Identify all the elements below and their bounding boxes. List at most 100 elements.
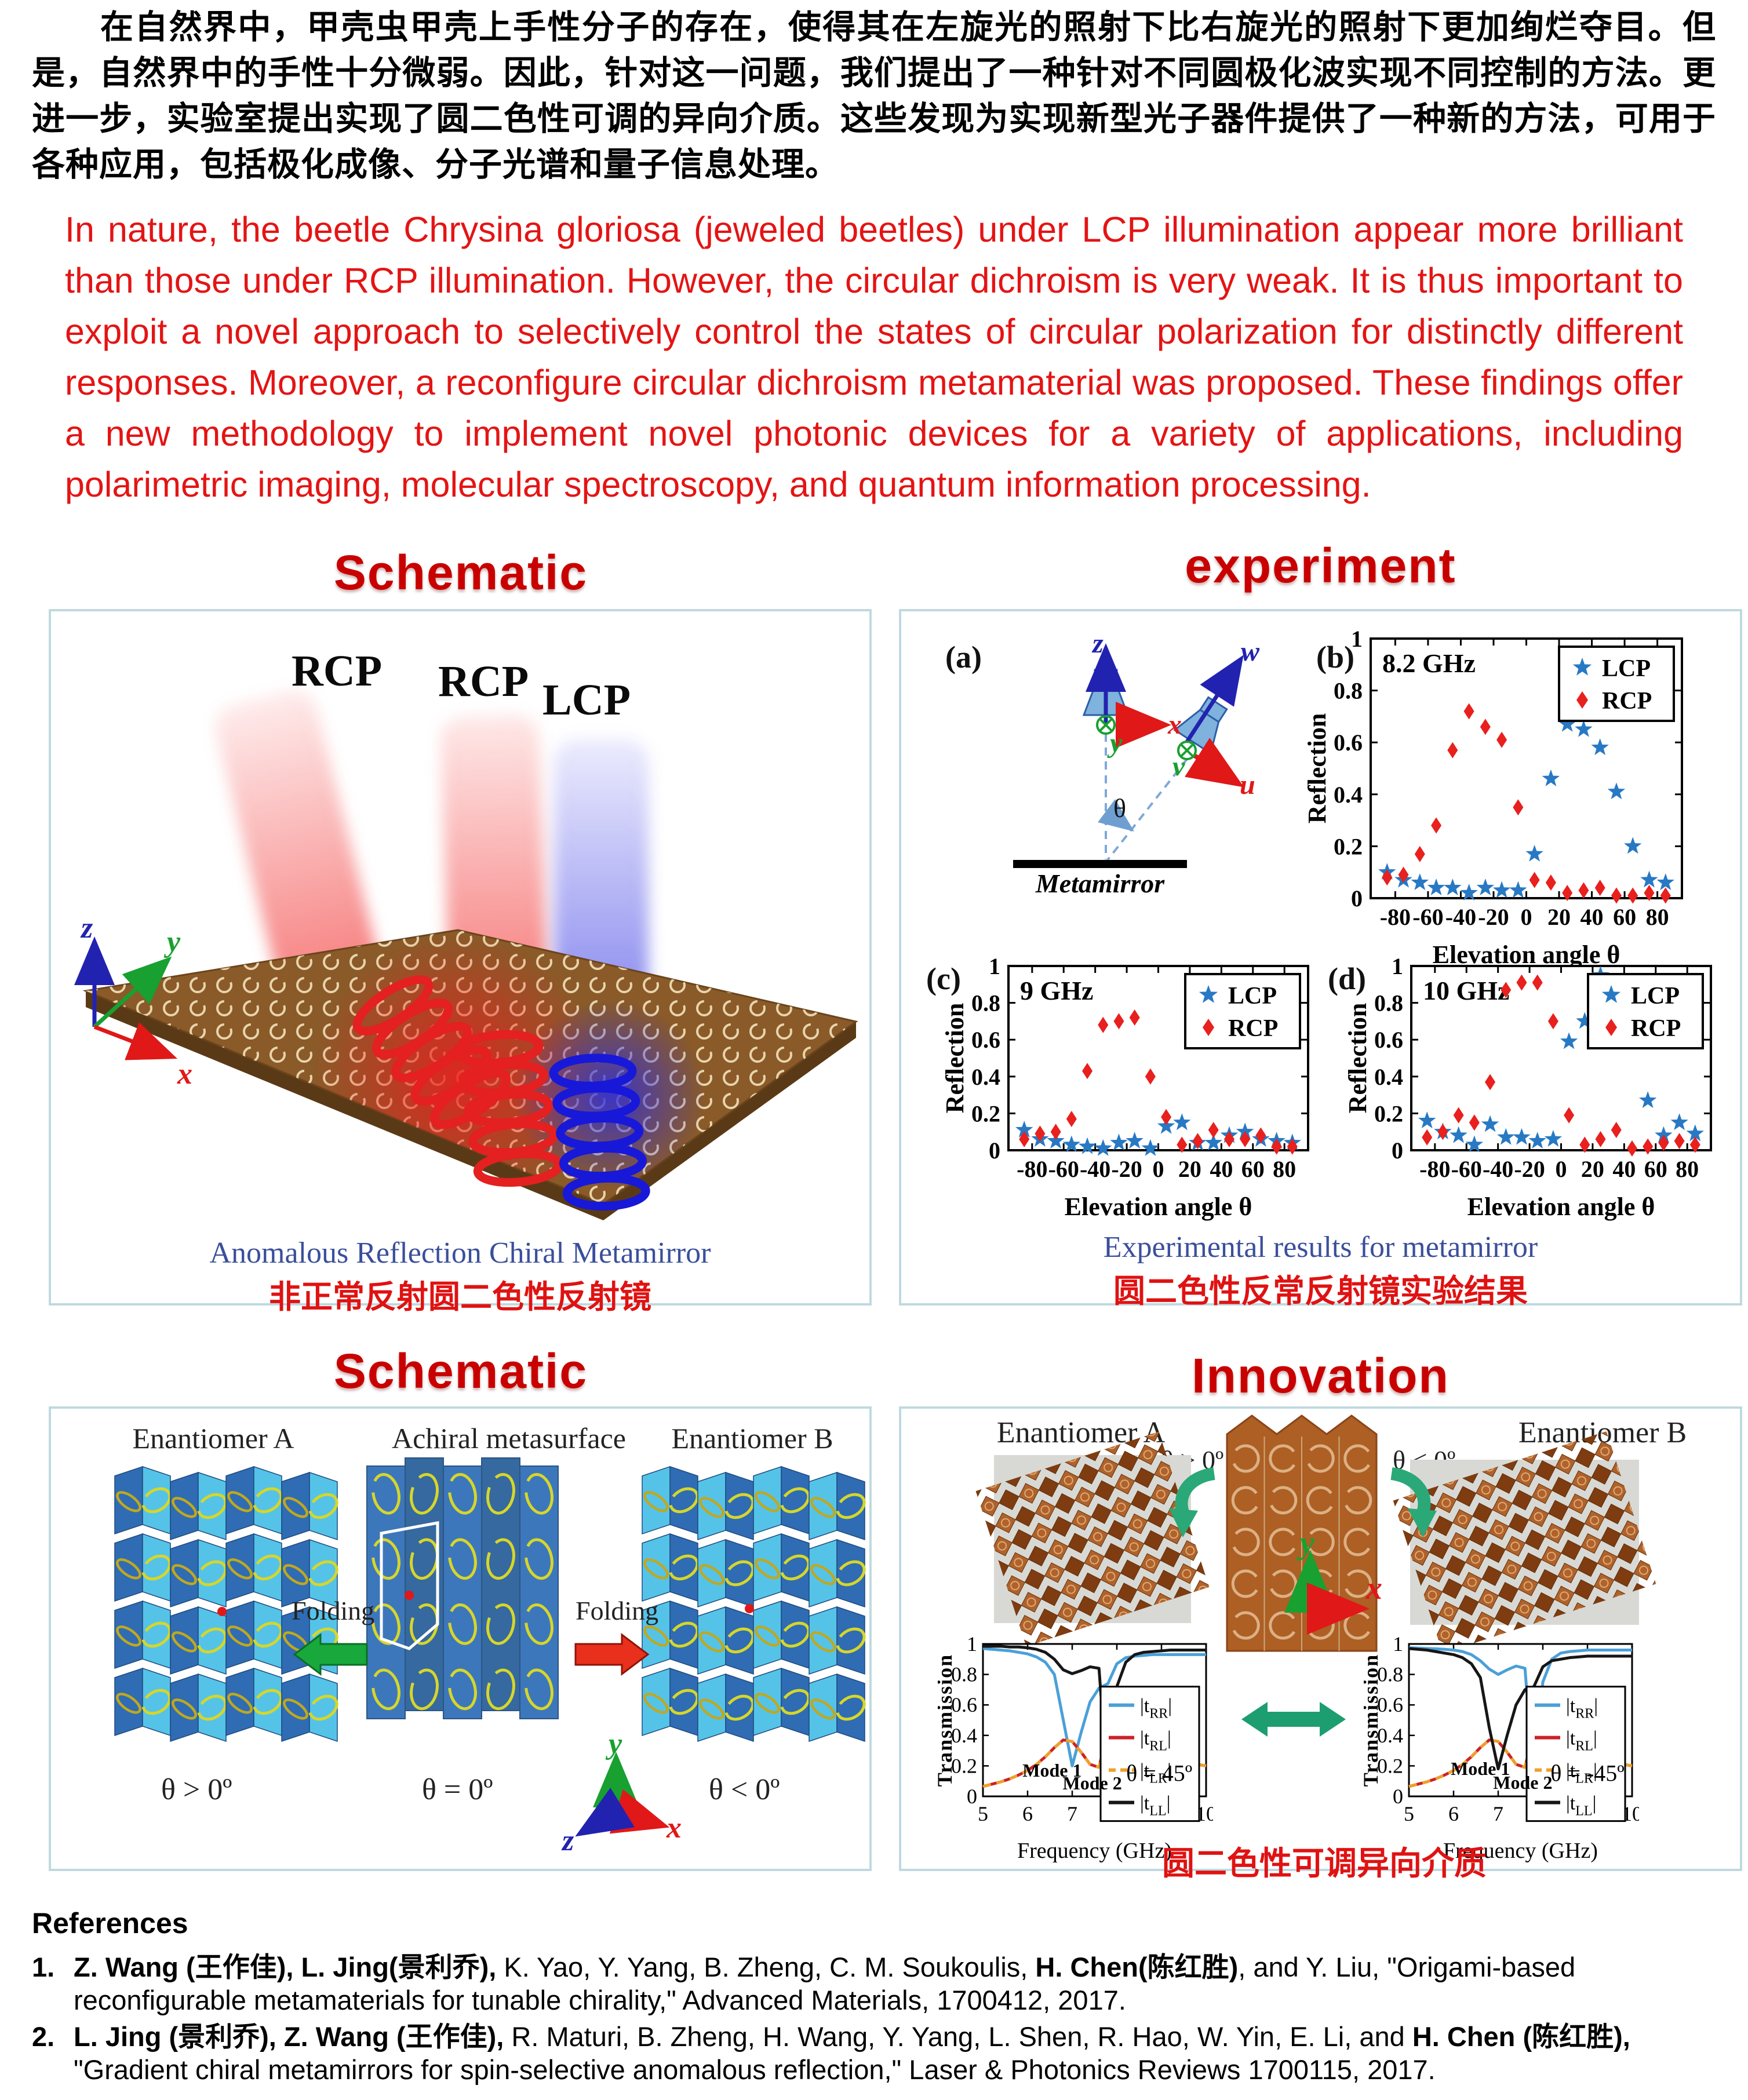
svg-text:0.2: 0.2 (1377, 1754, 1403, 1777)
axis-y-label: y (605, 1727, 622, 1760)
svg-text:-80: -80 (1017, 1156, 1047, 1182)
measurement-setup-diagram: z x y w v u θ Metamirror (1013, 636, 1260, 898)
folding-arrow-left (293, 1632, 368, 1676)
svg-text:0.4: 0.4 (1374, 1064, 1403, 1090)
caption-experiment-zh: 圆二色性反常反射镜实验结果 (1113, 1273, 1528, 1309)
svg-text:6: 6 (1022, 1802, 1033, 1825)
svg-text:0.8: 0.8 (1374, 990, 1403, 1016)
svg-text:0.4: 0.4 (951, 1724, 977, 1747)
panel-schematic-metamirror: RCP RCP LCP (49, 609, 872, 1315)
svg-text:-60: -60 (1048, 1156, 1079, 1182)
horn-antenna-tilted (1173, 696, 1228, 755)
axis-y-label: y (163, 925, 181, 958)
svg-text:0: 0 (1521, 904, 1532, 930)
axis-y-label: y (1297, 1525, 1315, 1561)
v-into-page-symbol (1177, 741, 1197, 760)
reference-number: 1. (32, 1952, 55, 1982)
svg-text:0: 0 (1393, 1785, 1403, 1808)
folding-label-right: Folding (576, 1596, 659, 1625)
svg-text:LCP: LCP (1228, 983, 1277, 1009)
svg-text:-80: -80 (1380, 904, 1411, 930)
svg-text:0.8: 0.8 (971, 990, 1000, 1016)
svg-text:60: 60 (1644, 1156, 1667, 1182)
reference-number: 2. (32, 2021, 55, 2052)
svg-text:1: 1 (967, 1636, 977, 1656)
svg-text:60: 60 (1241, 1156, 1265, 1182)
svg-text:Mode 2: Mode 2 (1493, 1772, 1552, 1793)
svg-text:0: 0 (1351, 885, 1363, 912)
svg-text:0: 0 (989, 1138, 1000, 1164)
svg-text:0.4: 0.4 (1334, 782, 1363, 808)
svg-text:1: 1 (1392, 958, 1403, 979)
svg-text:1: 1 (1351, 630, 1363, 652)
w-axis-arrow (1185, 655, 1244, 743)
heading-schematic-2: Schematic (333, 1344, 588, 1398)
svg-text:6: 6 (1448, 1802, 1459, 1825)
svg-text:Mode 1: Mode 1 (1451, 1758, 1510, 1779)
plot-transmission-neg45: 567891000.20.40.60.81TransmissionFrequen… (1359, 1632, 1643, 1871)
svg-text:Reflection: Reflection (1306, 713, 1331, 824)
svg-text:-40: -40 (1445, 904, 1476, 930)
plot-reflection-8-2ghz: -80 -60 -40 -20 0 20 40 60 80 0 0.2 0.4 0.6 0.8 1 8.2 G… (1303, 626, 1691, 978)
svg-text:0.6: 0.6 (1377, 1693, 1403, 1716)
svg-text:0.6: 0.6 (1334, 730, 1363, 756)
caption-innovation-zh: 圆二色性可调异向介质 (1162, 1845, 1487, 1882)
subfig-tag-c: (c) (926, 961, 961, 996)
svg-text:Reflection: Reflection (944, 1003, 969, 1114)
tilted-dashed-line (1106, 758, 1188, 861)
svg-text:Elevation angle θ: Elevation angle θ (1467, 1193, 1655, 1221)
origami-b-center-dot (745, 1604, 754, 1613)
svg-text:80: 80 (1676, 1156, 1699, 1182)
svg-text:-20: -20 (1514, 1156, 1545, 1182)
reference-text: Z. Wang (王作佳), L. Jing(景利乔), K. Yao, Y. … (74, 1952, 1576, 2015)
svg-text:-20: -20 (1111, 1156, 1142, 1182)
caption-experiment-en: Experimental results for metamirror (1103, 1231, 1538, 1264)
reference-item: 2. L. Jing (景利乔), Z. Wang (王作佳), R. Matur… (32, 2020, 1718, 2086)
svg-text:Transmission: Transmission (938, 1654, 956, 1787)
svg-text:LCP: LCP (1631, 983, 1680, 1009)
svg-text:60: 60 (1613, 904, 1636, 930)
svg-text:0.2: 0.2 (971, 1100, 1000, 1126)
svg-text:0.4: 0.4 (971, 1064, 1000, 1090)
svg-text:1: 1 (1393, 1636, 1403, 1656)
svg-text:0: 0 (967, 1785, 977, 1808)
svg-text:0.2: 0.2 (951, 1754, 977, 1777)
svg-text:|tRL|: |tRL| (1140, 1728, 1171, 1754)
label-achiral-metasurface: Achiral metasurface (392, 1422, 626, 1454)
panel-innovation: Enantiomer A Enantiomer B θ > 0º θ < 0º … (899, 1406, 1742, 1882)
xyz-axes (74, 936, 178, 1060)
origami-a-center-dot (217, 1607, 227, 1616)
beam-label-rcp-1: RCP (292, 647, 383, 695)
axis-x-label: x (666, 1811, 682, 1844)
svg-text:θ = -45º: θ = -45º (1550, 1760, 1624, 1787)
theta-gt-0: θ > 0º (161, 1773, 232, 1806)
svg-text:0.8: 0.8 (951, 1663, 977, 1686)
fold-curved-arrow-left-head (1169, 1508, 1198, 1537)
svg-text:|tLR|: |tLR| (1566, 1760, 1597, 1787)
svg-text:θ = 45º: θ = 45º (1126, 1760, 1192, 1787)
panel-experiment: (a) (b) (c) (d) (899, 609, 1742, 1309)
axis-x-label: x (1365, 1570, 1382, 1606)
svg-text:-40: -40 (1483, 1156, 1513, 1182)
achiral-metasurface-sheet (366, 1457, 559, 1719)
xy-axes-innovation (1284, 1550, 1370, 1635)
svg-text:9 GHz: 9 GHz (1020, 976, 1093, 1005)
xyz-axes-row2 (575, 1752, 670, 1837)
metamirror-illustration: z y x (74, 912, 858, 1220)
metamirror-label: Metamirror (1035, 869, 1165, 898)
svg-text:5: 5 (978, 1802, 988, 1825)
axis-v-label: v (1172, 751, 1185, 782)
axis-x-label: x (177, 1058, 192, 1091)
svg-text:-60: -60 (1412, 904, 1443, 930)
heading-schematic-1: Schematic (333, 545, 588, 600)
lcp-spiral (549, 1053, 650, 1211)
svg-text:|tRR|: |tRR| (1566, 1696, 1598, 1722)
equivalence-double-arrow (1241, 1702, 1346, 1737)
origami-diagram: y x z (114, 1457, 866, 1857)
label-enantiomer-a: Enantiomer A (132, 1422, 294, 1454)
svg-text:8.2 GHz: 8.2 GHz (1382, 648, 1476, 678)
heading-experiment: experiment (1185, 538, 1456, 593)
unit-cell-center-dot (405, 1591, 414, 1600)
svg-text:LCP: LCP (1602, 655, 1651, 682)
